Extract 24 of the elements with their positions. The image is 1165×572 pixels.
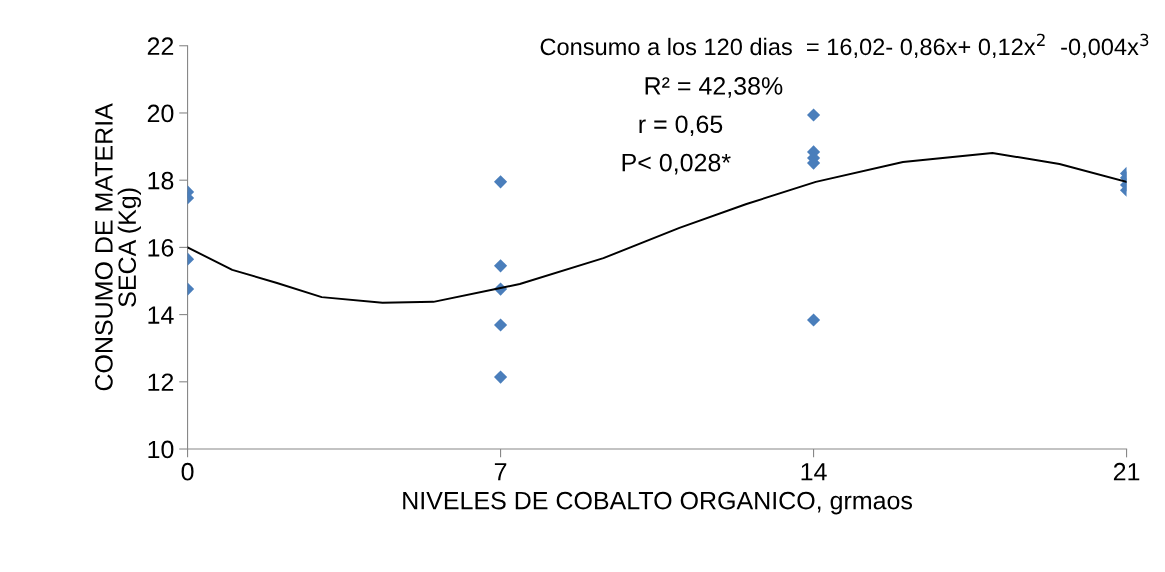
y-tick-label: 16 [148, 238, 174, 257]
y-tick-label: 22 [147, 37, 174, 55]
point [493, 175, 508, 189]
x-tick-label: 7 [494, 463, 507, 481]
annotation: Consumo a los 120 dias = 16,02- 0,86x+ 0,12x$^{2}$ -0,004x$^{3}$ [540, 33, 1149, 58]
x-axis-title: NIVELES DE COBALTO ORGANICO, grmaos [403, 491, 913, 515]
point [806, 108, 821, 122]
point [806, 313, 821, 327]
point [493, 318, 508, 332]
point [493, 370, 508, 384]
x-tick-label: 0 [181, 462, 194, 481]
y-axis-title: CONSUMO DE MATERIA SECA (Kg) [95, 103, 142, 391]
x-tick-label: 14 [801, 463, 827, 481]
y-tick-label: 20 [147, 104, 174, 123]
x-tick-label: 21 [1113, 462, 1140, 481]
annotation: R² = 42,38% [645, 77, 783, 98]
y-tick-label: 10 [148, 440, 174, 459]
annotation: r = 0,65 [639, 115, 723, 137]
point [493, 259, 508, 273]
line-series [187, 151, 1127, 304]
y-tick-label: 14 [148, 306, 174, 324]
y-tick-label: 12 [148, 373, 174, 391]
annotation: P< 0,028* [622, 153, 731, 175]
y-tick-label: 18 [148, 171, 174, 190]
